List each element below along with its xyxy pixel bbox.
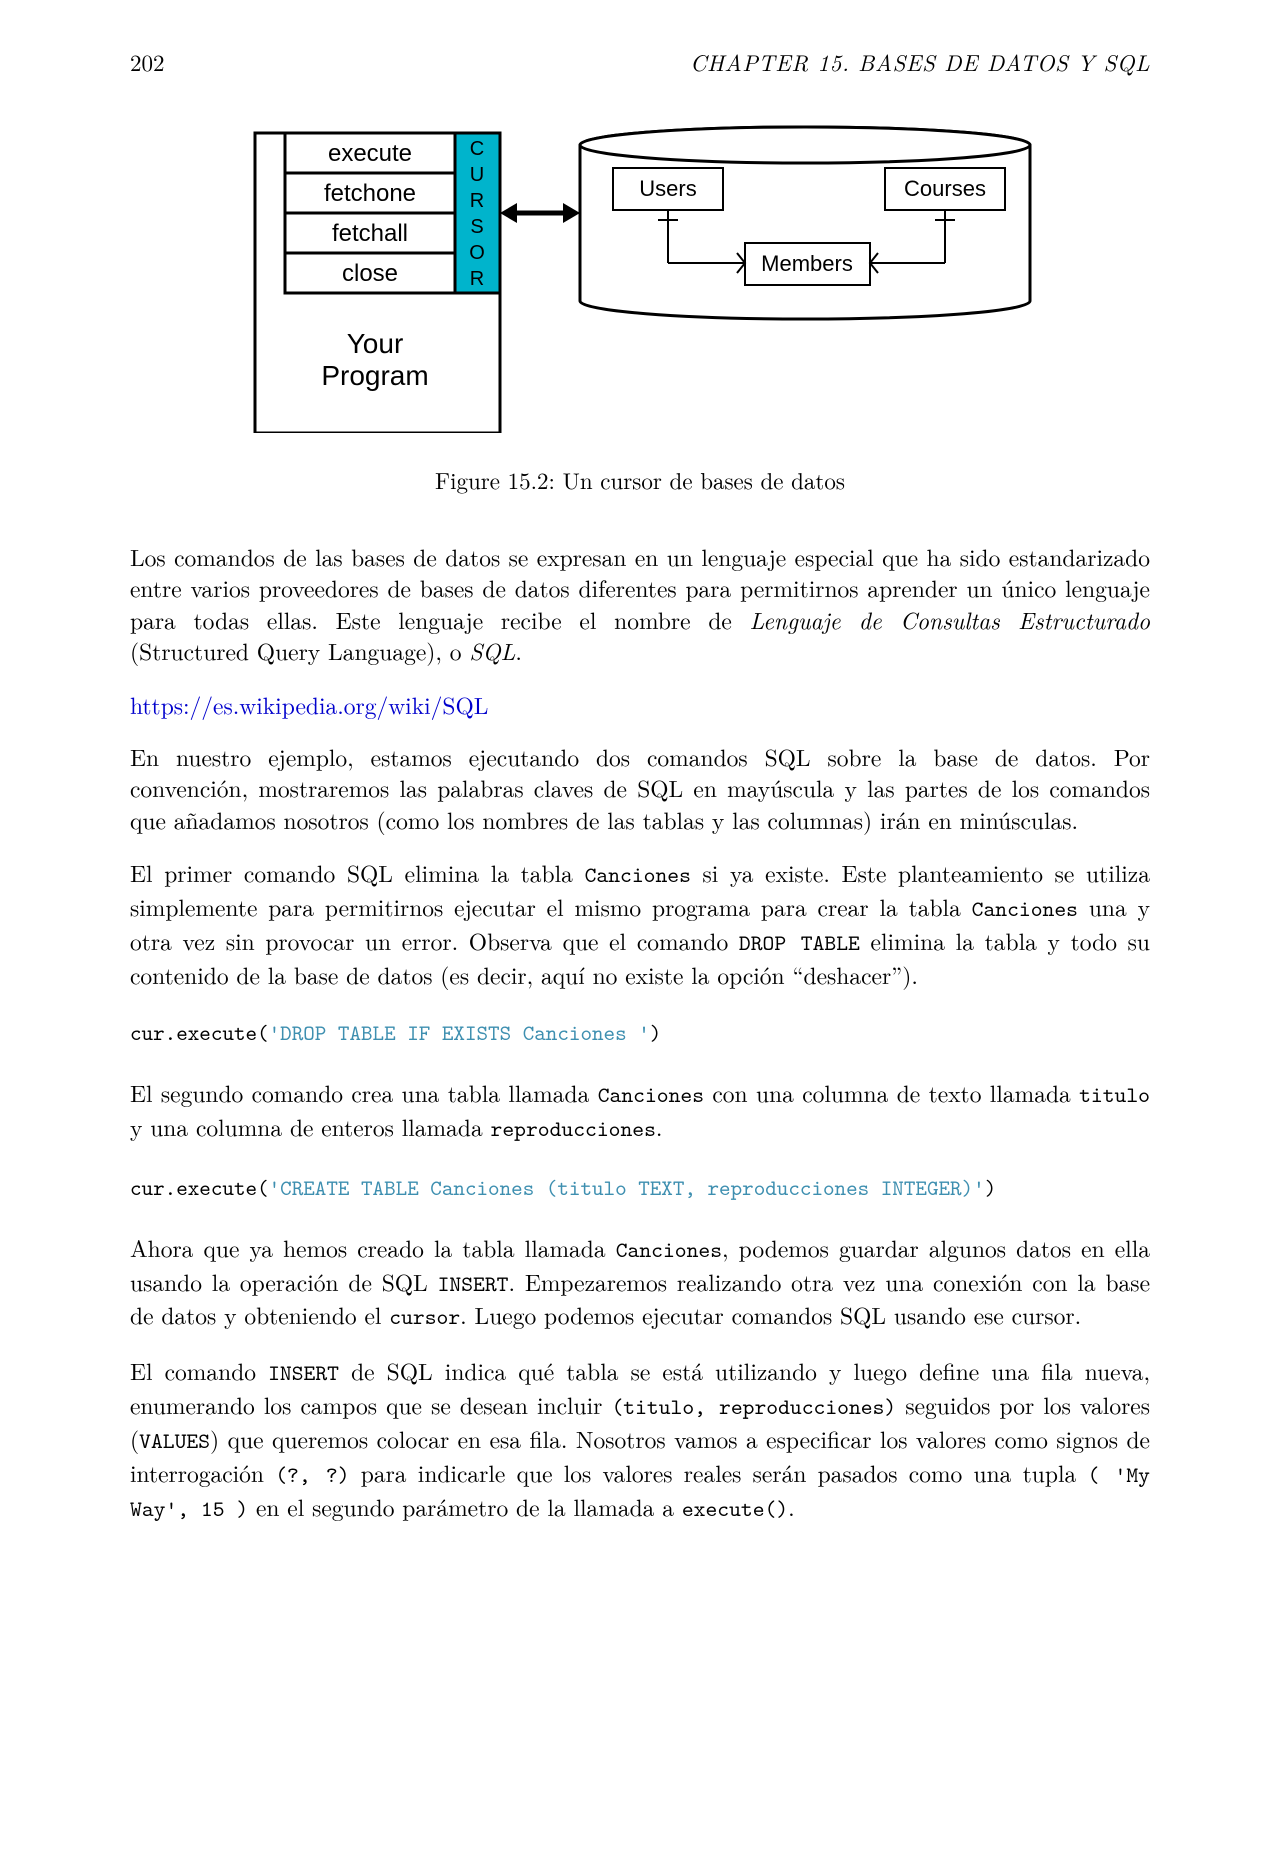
paragraph-drop-table: El primer comando SQL elimina la tabla C… — [130, 857, 1150, 990]
svg-text:C: C — [470, 138, 484, 160]
svg-text:U: U — [470, 164, 484, 186]
chapter-label: CHAPTER 15. BASES DE DATOS Y SQL — [690, 45, 1150, 78]
figure-diagram: execute fetchone fetchall close C U R S … — [245, 123, 1035, 496]
table-label: Courses — [904, 176, 986, 201]
svg-text:O: O — [469, 242, 485, 264]
page: 202 CHAPTER 15. BASES DE DATOS Y SQL exe… — [0, 0, 1280, 1851]
method-label: execute — [328, 140, 412, 167]
svg-text:S: S — [470, 216, 483, 238]
svg-text:Your: Your — [347, 328, 404, 359]
cursor-diagram-svg: execute fetchone fetchall close C U R S … — [245, 123, 1035, 433]
svg-text:Program: Program — [321, 360, 428, 391]
method-label: fetchone — [324, 180, 416, 207]
method-label: close — [342, 260, 398, 287]
paragraph-insert-intro: Ahora que ya hemos creado la tabla llama… — [130, 1232, 1150, 1334]
wikipedia-link[interactable]: https://es.wikipedia.org/wiki/SQL — [130, 688, 1150, 721]
paragraph-intro: Los comandos de las bases de datos se ex… — [130, 541, 1150, 666]
page-header: 202 CHAPTER 15. BASES DE DATOS Y SQL — [130, 45, 1150, 78]
method-label: fetchall — [332, 220, 408, 247]
paragraph-insert-detail: El comando INSERT de SQL indica qué tabl… — [130, 1355, 1150, 1525]
svg-text:R: R — [470, 190, 484, 212]
figure-caption: Figure 15.2: Un cursor de bases de datos — [245, 463, 1035, 496]
table-label: Members — [761, 251, 853, 276]
table-label: Users — [639, 176, 696, 201]
paragraph-convention: En nuestro ejemplo, estamos ejecutando d… — [130, 741, 1150, 835]
code-drop-table: cur.execute('DROP TABLE IF EXISTS Cancio… — [130, 1018, 1150, 1047]
page-number: 202 — [130, 45, 165, 78]
paragraph-create-table: El segundo comando crea una tabla llamad… — [130, 1077, 1150, 1145]
svg-text:R: R — [470, 268, 484, 290]
code-create-table: cur.execute('CREATE TABLE Canciones (tit… — [130, 1173, 1150, 1202]
